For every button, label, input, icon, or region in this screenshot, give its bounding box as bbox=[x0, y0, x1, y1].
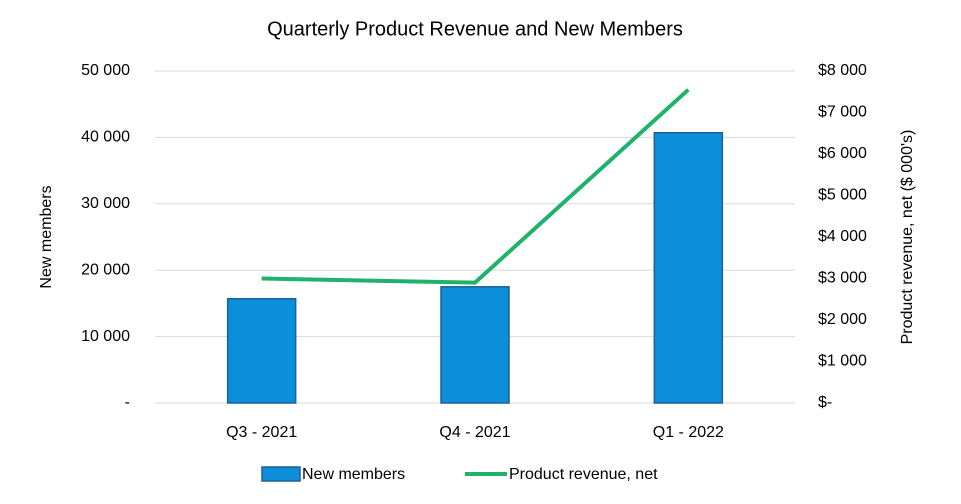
bar bbox=[440, 286, 510, 404]
y-tick-label: 30 000 bbox=[81, 195, 130, 212]
line bbox=[261, 88, 690, 285]
y-tick-label: 40 000 bbox=[81, 129, 130, 146]
legend-swatch bbox=[261, 466, 301, 482]
y2-axis-label: Product revenue, net ($ 000's) bbox=[899, 130, 916, 345]
legend-label: Product revenue, net bbox=[509, 466, 658, 483]
bar bbox=[226, 298, 297, 404]
chart-title: Quarterly Product Revenue and New Member… bbox=[267, 18, 683, 40]
y-tick-label: 50 000 bbox=[81, 62, 130, 79]
y-tick-label: 20 000 bbox=[81, 261, 130, 278]
y2-tick-label: $1 000 bbox=[818, 353, 867, 370]
y2-tick-label: $5 000 bbox=[818, 187, 867, 204]
y2-tick-label: $8 000 bbox=[818, 62, 867, 79]
y2-tick-label: $3 000 bbox=[818, 270, 867, 287]
x-tick-label: Q1 - 2022 bbox=[653, 424, 724, 441]
legend-label: New members bbox=[302, 466, 405, 483]
y-tick-label: 10 000 bbox=[81, 328, 130, 345]
y2-tick-label: $6 000 bbox=[818, 145, 867, 162]
x-tick-label: Q3 - 2021 bbox=[226, 424, 297, 441]
y2-tick-label: $2 000 bbox=[818, 311, 867, 328]
x-tick-label: Q4 - 2021 bbox=[439, 424, 510, 441]
y2-tick-label: $- bbox=[818, 394, 832, 411]
y-axis-label: New members bbox=[38, 185, 55, 288]
bar bbox=[653, 132, 724, 404]
y2-tick-label: $7 000 bbox=[818, 104, 867, 121]
y-tick-label: - bbox=[125, 394, 130, 411]
y2-tick-label: $4 000 bbox=[818, 228, 867, 245]
